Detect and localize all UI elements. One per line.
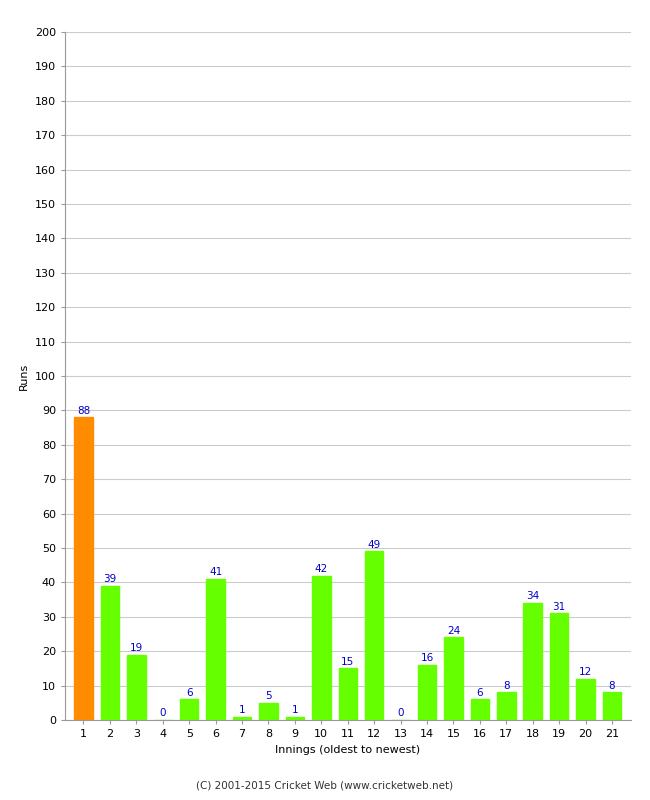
Text: 42: 42 <box>315 564 328 574</box>
Text: 8: 8 <box>503 681 510 690</box>
Text: 15: 15 <box>341 657 354 666</box>
Bar <box>180 699 198 720</box>
Bar <box>418 665 436 720</box>
Bar <box>233 717 252 720</box>
Bar <box>339 669 357 720</box>
Bar <box>603 693 621 720</box>
Text: 8: 8 <box>608 681 616 690</box>
Text: 12: 12 <box>579 667 592 677</box>
Text: 6: 6 <box>186 688 192 698</box>
Text: 41: 41 <box>209 567 222 578</box>
Text: 31: 31 <box>552 602 566 612</box>
Text: 1: 1 <box>292 705 298 715</box>
Text: 0: 0 <box>159 708 166 718</box>
Text: 1: 1 <box>239 705 245 715</box>
Bar <box>312 575 331 720</box>
Text: 24: 24 <box>447 626 460 636</box>
Bar <box>101 586 119 720</box>
Text: 88: 88 <box>77 406 90 415</box>
Text: 16: 16 <box>421 654 434 663</box>
Bar <box>550 614 568 720</box>
Text: 39: 39 <box>103 574 116 584</box>
Text: 49: 49 <box>367 540 381 550</box>
Bar <box>127 654 146 720</box>
Text: 6: 6 <box>476 688 483 698</box>
Bar <box>497 693 515 720</box>
Bar <box>523 603 542 720</box>
Y-axis label: Runs: Runs <box>20 362 29 390</box>
Bar <box>577 678 595 720</box>
Text: 19: 19 <box>130 643 143 653</box>
Bar <box>285 717 304 720</box>
Bar <box>444 638 463 720</box>
Text: 5: 5 <box>265 691 272 701</box>
Text: 34: 34 <box>526 591 540 602</box>
Text: (C) 2001-2015 Cricket Web (www.cricketweb.net): (C) 2001-2015 Cricket Web (www.cricketwe… <box>196 781 454 790</box>
Bar <box>207 579 225 720</box>
Bar <box>259 702 278 720</box>
Bar <box>365 551 384 720</box>
X-axis label: Innings (oldest to newest): Innings (oldest to newest) <box>275 745 421 754</box>
Bar <box>471 699 489 720</box>
Text: 0: 0 <box>397 708 404 718</box>
Bar <box>74 418 93 720</box>
